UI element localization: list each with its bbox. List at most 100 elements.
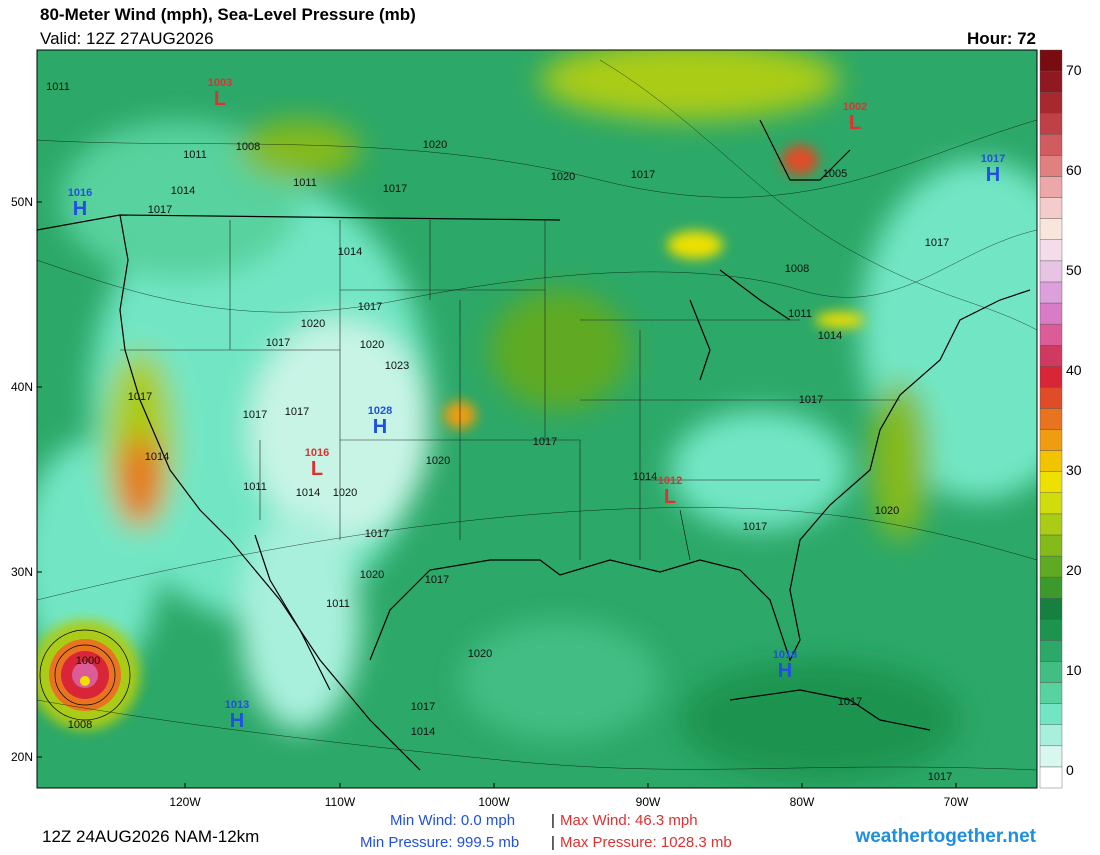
wind-shading: [37, 50, 1037, 780]
isobar-label: 1008: [236, 141, 260, 153]
isobar-label: 1017: [631, 169, 655, 181]
center-symbol: H: [986, 164, 1000, 186]
isobar-label: 1020: [301, 318, 325, 330]
colorbar-swatch: [1039, 239, 1063, 262]
lon-label: 110W: [325, 795, 356, 809]
center-pressure: 1017: [981, 153, 1005, 165]
center-pressure: 1016: [68, 187, 92, 199]
isobar-label: 1017: [243, 409, 267, 421]
center-symbol: H: [778, 660, 792, 682]
isobar-label: 1014: [145, 451, 169, 463]
isobar-label: 1017: [285, 406, 309, 418]
isobar-label: 1014: [338, 246, 362, 258]
forecast-hour: Hour: 72: [967, 29, 1036, 48]
colorbar-swatch: [1039, 640, 1063, 662]
center-symbol: H: [373, 416, 387, 438]
colorbar-swatch: [1039, 49, 1063, 72]
colorbar-swatch: [1039, 366, 1063, 388]
colorbar-swatch: [1039, 492, 1063, 515]
isobar-label: 1020: [468, 648, 492, 660]
colorbar-swatch: [1039, 450, 1063, 472]
state-borders: [120, 220, 900, 560]
max-pressure: Max Pressure: 1028.3 mb: [560, 834, 732, 850]
isobar-label: 1014: [633, 471, 657, 483]
isobar-label: 1000: [76, 655, 100, 667]
colorbar-swatch: [1039, 91, 1063, 114]
isobar-label: 1017: [425, 574, 449, 586]
isobar-label: 1017: [383, 183, 407, 195]
isobar-label: 1020: [333, 487, 357, 499]
isobar-label: 1023: [385, 360, 409, 372]
center-pressure: 1002: [843, 101, 867, 113]
isobar-label: 1017: [411, 701, 435, 713]
separator: |: [551, 834, 555, 850]
isobar-label: 1014: [818, 330, 842, 342]
colorbar-swatch: [1039, 471, 1063, 494]
min-wind: Min Wind: 0.0 mph: [390, 812, 515, 829]
isobar-label: 1017: [743, 521, 767, 533]
colorbar-swatch: [1039, 429, 1063, 451]
colorbar-swatch: [1039, 387, 1063, 409]
colorbar-swatch: [1039, 134, 1063, 156]
separator: |: [551, 812, 555, 829]
isobar-label: 1014: [411, 726, 435, 738]
colorbar-label: 50: [1066, 262, 1082, 278]
colorbar-swatch: [1039, 323, 1063, 346]
isobar-label: 1017: [128, 391, 152, 403]
colorbar-swatch: [1039, 408, 1063, 430]
max-wind: Max Wind: 46.3 mph: [560, 812, 698, 829]
colorbar-swatch: [1039, 555, 1063, 578]
colorbar-swatch: [1039, 745, 1063, 768]
lon-label: 100W: [478, 795, 510, 809]
colorbar-swatch: [1039, 345, 1063, 367]
center-symbol: L: [214, 88, 226, 110]
isobar-label: 1017: [533, 436, 557, 448]
center-pressure: 1012: [658, 475, 682, 487]
isobar-label: 1008: [68, 719, 92, 731]
colorbar-label: 40: [1066, 362, 1082, 378]
isobar-label: 1017: [358, 301, 382, 313]
center-symbol: L: [849, 112, 861, 134]
colorbar-swatch: [1039, 113, 1063, 135]
isobar-label: 1008: [785, 263, 809, 275]
center-symbol: H: [230, 710, 244, 732]
lon-label: 70W: [944, 795, 969, 809]
isobar-label: 1020: [875, 505, 899, 517]
isobar-label: 1014: [296, 487, 320, 499]
lon-label: 120W: [169, 795, 201, 809]
lat-label: 30N: [11, 565, 33, 579]
colorbar-label: 60: [1066, 162, 1082, 178]
colorbar-label: 20: [1066, 562, 1082, 578]
lat-label: 40N: [11, 380, 33, 394]
colorbar-swatch: [1039, 176, 1063, 198]
isobars: [37, 59, 1037, 771]
isobar-label: 1011: [293, 177, 317, 189]
lat-label: 20N: [11, 750, 33, 764]
colorbar: 0 10 20 30 40 50 60 70: [1039, 49, 1082, 789]
isobar-label: 1017: [925, 237, 949, 249]
model-run: 12Z 24AUG2026 NAM-12km: [42, 827, 259, 846]
lon-label: 80W: [790, 795, 815, 809]
colorbar-swatch: [1039, 766, 1063, 789]
isobar-label: 1011: [243, 481, 267, 493]
colorbar-label: 10: [1066, 662, 1082, 678]
wind-maxima: [444, 145, 865, 429]
colorbar-swatch: [1039, 534, 1063, 557]
map-frame: [36, 49, 1038, 789]
colorbar-label: 30: [1066, 462, 1082, 478]
colorbar-swatch: [1039, 703, 1063, 725]
center-pressure: 1013: [225, 699, 249, 711]
colorbar-swatch: [1039, 513, 1063, 536]
center-pressure: 1018: [773, 649, 797, 661]
center-symbol: L: [311, 458, 323, 480]
isobar-label: 1011: [326, 598, 350, 610]
isobar-label: 1020: [360, 339, 384, 351]
isobar-label: 1020: [423, 139, 447, 151]
map-labels: 50N 40N 30N 20N 120W 110W 100W 90W 80W 70W 1011 101…: [11, 77, 1005, 809]
colorbar-swatch: [1039, 724, 1063, 747]
isobar-label: 1017: [148, 204, 172, 216]
colorbar-swatch: [1039, 682, 1063, 704]
colorbar-swatch: [1039, 155, 1063, 177]
